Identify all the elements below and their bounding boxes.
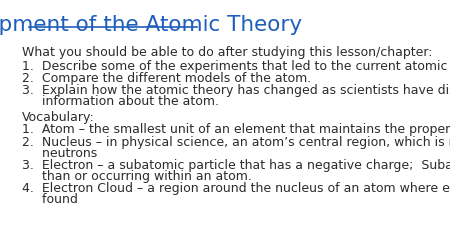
Text: 1.  Describe some of the experiments that led to the current atomic theory.: 1. Describe some of the experiments that… xyxy=(22,60,450,73)
Text: 2.  Compare the different models of the atom.: 2. Compare the different models of the a… xyxy=(22,72,311,85)
Text: 2.  Nucleus – in physical science, an atom’s central region, which is made up of: 2. Nucleus – in physical science, an ato… xyxy=(22,135,450,148)
Text: Development of the Atomic Theory: Development of the Atomic Theory xyxy=(0,15,302,35)
Text: found: found xyxy=(22,193,78,205)
Text: information about the atom.: information about the atom. xyxy=(22,94,219,108)
Text: 1.  Atom – the smallest unit of an element that maintains the properties of that: 1. Atom – the smallest unit of an elemen… xyxy=(22,123,450,136)
Text: What you should be able to do after studying this lesson/chapter:: What you should be able to do after stud… xyxy=(22,46,432,59)
Text: 3.  Explain how the atomic theory has changed as scientists have discovered new: 3. Explain how the atomic theory has cha… xyxy=(22,83,450,96)
Text: neutrons: neutrons xyxy=(22,146,97,159)
Text: 4.  Electron Cloud – a region around the nucleus of an atom where electrons are : 4. Electron Cloud – a region around the … xyxy=(22,181,450,194)
Text: Vocabulary:: Vocabulary: xyxy=(22,111,94,124)
Text: than or occurring within an atom.: than or occurring within an atom. xyxy=(22,169,252,182)
Text: 3.  Electron – a subatomic particle that has a negative charge;  Subatomic means: 3. Electron – a subatomic particle that … xyxy=(22,158,450,171)
